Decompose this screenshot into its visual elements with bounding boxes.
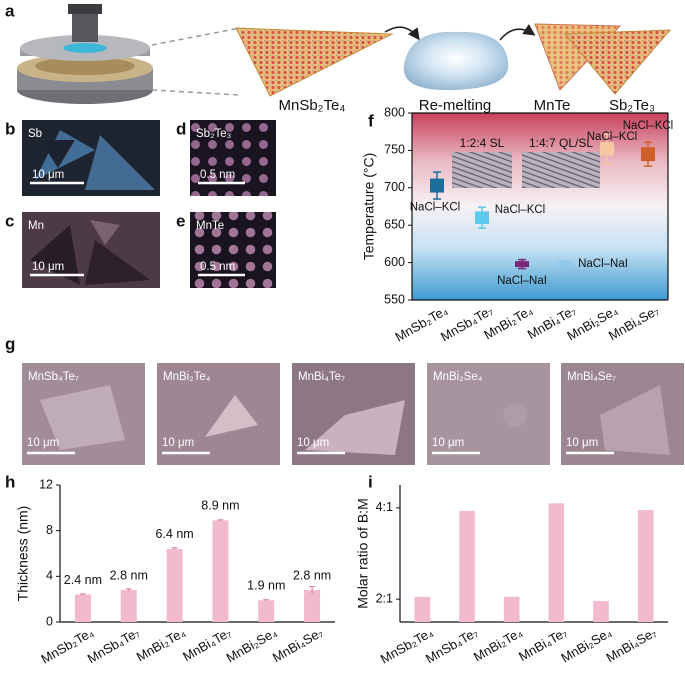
- image-label: Mn: [28, 220, 44, 232]
- x-tick-label: MnSb₄Te₇: [423, 624, 481, 666]
- panel-label: d: [176, 119, 186, 138]
- bar: [503, 596, 520, 622]
- schematic: [17, 4, 672, 104]
- box-marker: [600, 141, 614, 156]
- image-label: MnBi₄Se₇: [567, 371, 616, 383]
- bar: [258, 600, 275, 622]
- panel-label: f: [368, 111, 374, 130]
- bar: [304, 590, 321, 622]
- box-label: NaCl–NaI: [578, 258, 628, 270]
- bar: [120, 590, 137, 622]
- y-tick-label: 2:1: [376, 591, 393, 605]
- scale-bars: [27, 181, 614, 455]
- value-label: 1.9 nm: [247, 579, 285, 593]
- value-label: 6.4 nm: [155, 527, 193, 541]
- y-tick-label: 550: [384, 292, 405, 306]
- y-tick-label: 0: [46, 614, 53, 628]
- panel-label: i: [368, 472, 373, 491]
- bar: [74, 594, 91, 622]
- y-tick-label: 650: [384, 217, 405, 231]
- panel-label: h: [5, 472, 15, 491]
- image-label: MnTe: [196, 220, 224, 232]
- y-axis-label: Molar ratio of B:M: [355, 498, 371, 608]
- x-tick-label: MnBi₄Se₇: [270, 624, 326, 665]
- y-tick-label: 700: [384, 180, 405, 194]
- inset-structure: [452, 152, 512, 188]
- box-label: NaCl–KCl: [587, 131, 638, 143]
- y-axis-label: Temperature (°C): [361, 153, 377, 261]
- inset-structure: [522, 152, 600, 188]
- scale-label: 10 μm: [432, 437, 464, 449]
- scale-label: 10 μm: [162, 437, 194, 449]
- panel-label: c: [5, 211, 14, 230]
- panel-label: e: [176, 211, 185, 230]
- schematic-label: MnTe: [534, 97, 571, 114]
- x-tick-label: MnSb₂Te₄: [38, 625, 96, 667]
- value-label: 2.8 nm: [293, 568, 331, 582]
- x-tick-label: MnBi₄Se₇: [603, 624, 659, 665]
- bar: [548, 503, 565, 622]
- box-marker: [558, 261, 572, 268]
- y-tick-label: 8: [46, 523, 53, 537]
- image-label: MnBi₂Se₄: [433, 371, 483, 383]
- box-marker: [475, 211, 489, 225]
- y-axis-label: Thickness (nm): [15, 506, 31, 602]
- panel-label: b: [5, 119, 15, 138]
- image-label: Sb: [28, 128, 42, 140]
- x-tick-label: MnSb₄Te₇: [85, 624, 143, 666]
- x-tick-label: MnBi₂Te₄: [134, 625, 188, 665]
- y-tick-label: 750: [384, 143, 405, 157]
- schematic-label: Sb₂Te₃: [609, 97, 655, 114]
- image-label: Sb₂Te₃: [196, 128, 232, 140]
- bar: [459, 511, 475, 622]
- image-label: MnBi₄Te₇: [298, 371, 345, 383]
- y-tick-label: 12: [39, 477, 53, 491]
- y-tick-label: 800: [384, 105, 405, 119]
- schematic-label: Re-melting: [419, 97, 492, 114]
- bar: [637, 510, 654, 622]
- value-label: 2.8 nm: [110, 568, 148, 582]
- inset-label: 1:2:4 SL: [460, 136, 505, 150]
- bar: [593, 600, 609, 622]
- x-tick-label: MnBi₂Se₄: [224, 625, 280, 666]
- bar: [414, 596, 431, 622]
- panel-label: g: [5, 334, 15, 353]
- scale-label: 0.5 nm: [200, 261, 235, 273]
- box-label: NaCl–KCl: [495, 204, 546, 216]
- box-marker: [641, 147, 655, 162]
- image-label: MnSb₄Te₇: [28, 371, 79, 383]
- y-tick-label: 4: [46, 569, 53, 583]
- box-label: NaCl–NaI: [497, 275, 547, 287]
- x-tick-label: MnBi₂Te₄: [471, 625, 525, 665]
- value-label: 2.4 nm: [64, 573, 102, 587]
- y-tick-label: 600: [384, 255, 405, 269]
- box-marker: [430, 178, 444, 193]
- scale-label: 10 μm: [32, 169, 64, 181]
- value-label: 8.9 nm: [201, 499, 239, 513]
- schematic-label: MnSb₂Te₄: [279, 97, 346, 114]
- bar: [166, 548, 183, 622]
- y-tick-label: 4:1: [376, 500, 393, 514]
- bar: [212, 520, 229, 622]
- box-label: NaCl–KCl: [410, 202, 461, 214]
- x-tick-label: MnBi₂Se₄: [558, 625, 614, 666]
- scale-label: 10 μm: [566, 437, 598, 449]
- scale-label: 10 μm: [297, 437, 329, 449]
- scale-label: 10 μm: [32, 261, 64, 273]
- scale-label: 10 μm: [27, 437, 59, 449]
- panel-label: a: [5, 1, 15, 20]
- image-label: MnBi₂Te₄: [163, 371, 211, 383]
- inset-label: 1:4:7 QL/SL: [529, 136, 593, 150]
- box-marker: [515, 261, 529, 268]
- plot-background: [412, 113, 668, 300]
- scale-label: 0.5 nm: [200, 169, 235, 181]
- box-label: NaCl–KCl: [623, 120, 674, 132]
